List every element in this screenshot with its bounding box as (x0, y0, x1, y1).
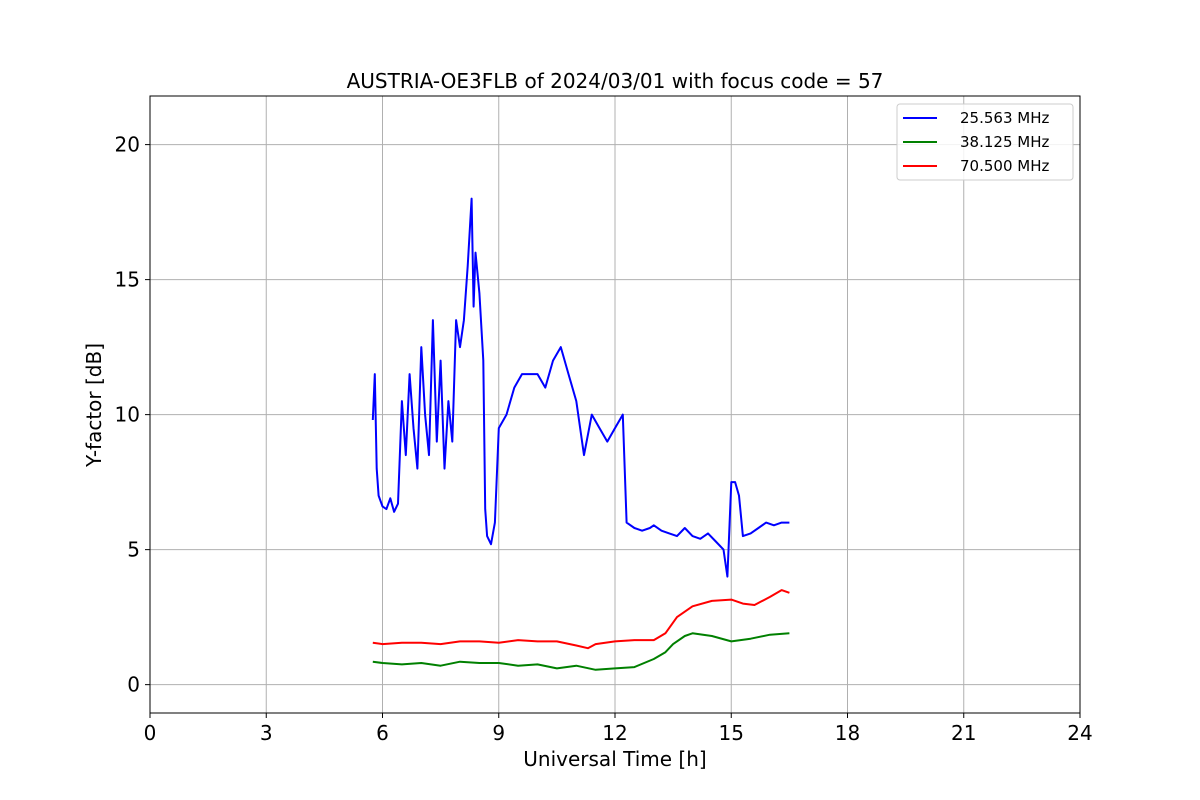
x-tick-label: 6 (376, 721, 389, 745)
x-tick-label: 15 (719, 721, 744, 745)
legend-label: 38.125 MHz (960, 133, 1049, 151)
legend-box (896, 103, 1074, 181)
series-line-38125 (372, 632, 790, 671)
y-tick-label: 0 (127, 673, 140, 697)
x-tick-label: 24 (1067, 721, 1092, 745)
x-tick-label: 18 (835, 721, 860, 745)
y-tick-label: 10 (115, 403, 140, 427)
legend: 25.563 MHz 38.125 MHz 70.500 MHz (896, 103, 1074, 181)
series-line-70500 (372, 589, 790, 650)
x-tick-label: 0 (144, 721, 157, 745)
x-tick-label: 3 (260, 721, 273, 745)
x-tick-label: 12 (602, 721, 627, 745)
chart-title: AUSTRIA-OE3FLB of 2024/03/01 with focus … (347, 69, 884, 93)
y-axis: 0 5 10 15 20 (115, 133, 150, 697)
series-line-25563 (371, 197, 790, 578)
legend-label: 70.500 MHz (960, 157, 1049, 175)
y-tick-label: 15 (115, 268, 140, 292)
y-tick-label: 5 (127, 538, 140, 562)
series-layer (371, 197, 790, 671)
y-axis-label: Y-factor [dB] (82, 343, 106, 468)
x-tick-label: 9 (492, 721, 505, 745)
x-axis: 0 3 6 9 12 15 18 21 24 (144, 713, 1093, 745)
legend-label: 25.563 MHz (960, 109, 1049, 127)
x-axis-label: Universal Time [h] (523, 747, 706, 771)
y-tick-label: 20 (115, 133, 140, 157)
x-tick-label: 21 (951, 721, 976, 745)
